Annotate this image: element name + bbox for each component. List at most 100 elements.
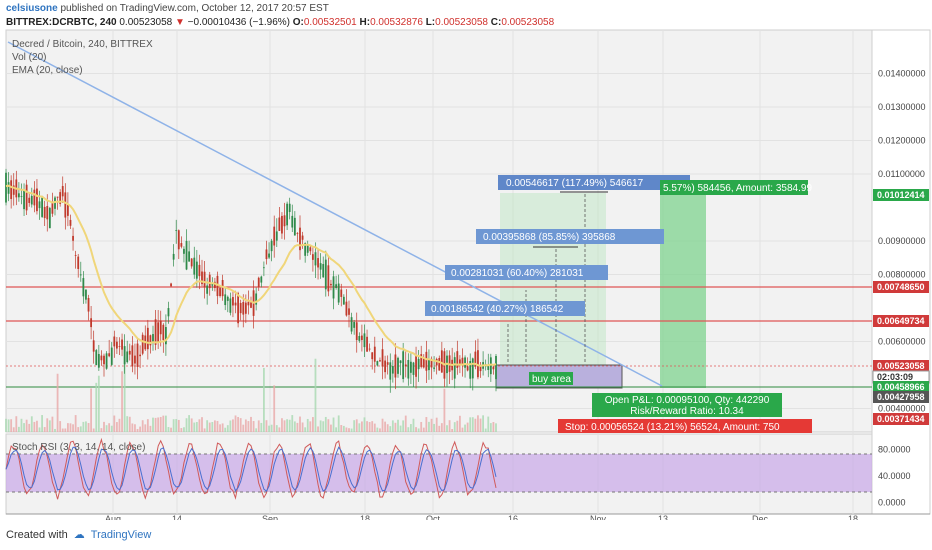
candle <box>268 242 270 260</box>
candle <box>190 258 193 269</box>
last-price: 0.00523058 <box>119 17 173 28</box>
volume-bar <box>201 417 203 432</box>
volume-bar <box>330 424 332 432</box>
candle <box>428 349 430 380</box>
volume-bar <box>54 428 56 432</box>
volume-bar <box>324 416 327 432</box>
price-change: −0.00010436 (−1.96%) <box>187 17 290 28</box>
volume-bar <box>482 415 485 432</box>
volume-bar <box>381 418 384 432</box>
price-tick-label: 0.01300000 <box>878 102 926 112</box>
svg-text:02:03:09: 02:03:09 <box>877 372 913 382</box>
volume-bar <box>97 375 100 432</box>
annotation-85[interactable]: 0.00395868 (85.85%) 395868 <box>476 229 664 244</box>
candle <box>229 292 232 316</box>
candle <box>56 196 59 210</box>
volume-bar <box>404 415 407 432</box>
candle <box>309 244 312 255</box>
volume-bar <box>273 385 276 432</box>
time-tick-label: 18 <box>848 514 858 520</box>
volume-bar <box>270 424 273 432</box>
volume-bar <box>291 415 294 432</box>
price-axis[interactable] <box>871 29 931 515</box>
volume-bar <box>232 419 234 432</box>
tradingview-link[interactable]: TradingView <box>90 528 152 541</box>
candle <box>371 352 374 370</box>
volume-bar <box>203 428 206 432</box>
volume-bar <box>224 427 227 432</box>
candle <box>12 173 15 206</box>
annotation-60[interactable]: 0.00281031 (60.40%) 281031 <box>445 265 608 280</box>
candle <box>412 361 415 388</box>
volume-bar <box>435 417 438 432</box>
time-tick-label: Dec <box>752 514 769 520</box>
volume-bar <box>69 423 72 432</box>
candle <box>110 342 113 367</box>
volume-bar <box>477 415 479 432</box>
stop-box[interactable]: Stop: 0.00056524 (13.21%) 56524, Amount:… <box>558 419 812 433</box>
volume-bar <box>283 420 286 432</box>
volume-bar <box>177 419 180 432</box>
volume-bar <box>301 422 304 432</box>
volume-bar <box>353 420 356 432</box>
volume-bar <box>183 427 185 432</box>
volume-bar <box>90 388 93 432</box>
candle <box>283 202 286 240</box>
annotation-117[interactable]: 0.00546617 (117.49%) 546617 <box>498 175 690 190</box>
candle <box>82 271 85 304</box>
volume-bar <box>180 428 183 432</box>
candle <box>270 238 273 262</box>
volume-bar <box>314 358 317 432</box>
volume-bar <box>195 422 198 432</box>
annotation-40[interactable]: 0.00186542 (40.27%) 186542 <box>425 301 585 316</box>
volume-bar <box>162 415 165 432</box>
volume-bar <box>281 418 283 432</box>
volume-bar <box>495 423 497 432</box>
volume-bar <box>286 419 289 432</box>
author-link[interactable]: celsiusone <box>6 3 58 14</box>
candle <box>203 261 206 299</box>
volume-bar <box>123 357 126 432</box>
volume-bar <box>438 425 441 432</box>
volume-bar <box>304 427 307 432</box>
time-tick-label: 13 <box>658 514 668 520</box>
down-arrow-icon: ▼ <box>174 17 185 28</box>
price-chart[interactable]: 0.00546617 (117.49%) 546617 5.57%) 58445… <box>0 0 932 520</box>
svg-text:Risk/Reward Ratio: 10.34: Risk/Reward Ratio: 10.34 <box>630 406 744 417</box>
symbol-header: BITTREX:DCRBTC, 240 0.00523058 ▼ −0.0001… <box>6 17 555 28</box>
candle <box>154 310 157 351</box>
candle <box>180 236 183 249</box>
price-tick-label: 0.01100000 <box>878 169 925 179</box>
candle <box>136 339 139 380</box>
volume-bar <box>262 367 265 432</box>
volume-bar <box>25 419 28 432</box>
candle <box>59 189 62 207</box>
volume-bar <box>234 415 237 432</box>
candle <box>48 206 51 229</box>
candle <box>17 182 20 202</box>
volume-bar <box>275 425 278 432</box>
legend-ema: EMA (20, close) <box>12 65 83 76</box>
volume-bar <box>41 415 44 432</box>
volume-bar <box>219 424 221 432</box>
volume-bar <box>141 420 144 432</box>
volume-bar <box>311 417 314 432</box>
publish-header: celsiusone published on TradingView.com,… <box>6 3 329 14</box>
time-tick-label: Oct <box>426 514 441 520</box>
volume-bar <box>46 418 49 432</box>
volume-bar <box>371 421 374 432</box>
main-pane[interactable] <box>5 29 873 433</box>
svg-text:0.00523058: 0.00523058 <box>877 361 925 371</box>
price-tick-label: 0.01200000 <box>878 136 926 146</box>
volume-bar <box>20 418 23 432</box>
annotation-amount[interactable]: 5.57%) 584456, Amount: 3584.99 <box>660 180 812 195</box>
candle <box>167 301 170 324</box>
time-tick-label: 14 <box>172 514 182 520</box>
pnl-box[interactable]: Open P&L: 0.00095100, Qty: 442290 Risk/R… <box>592 393 782 417</box>
candle <box>275 218 278 247</box>
volume-bar <box>237 417 240 432</box>
volume-bar <box>422 427 425 432</box>
profit-projection-zone <box>500 193 606 388</box>
volume-bar <box>489 423 492 432</box>
trend-line[interactable] <box>7 41 663 387</box>
